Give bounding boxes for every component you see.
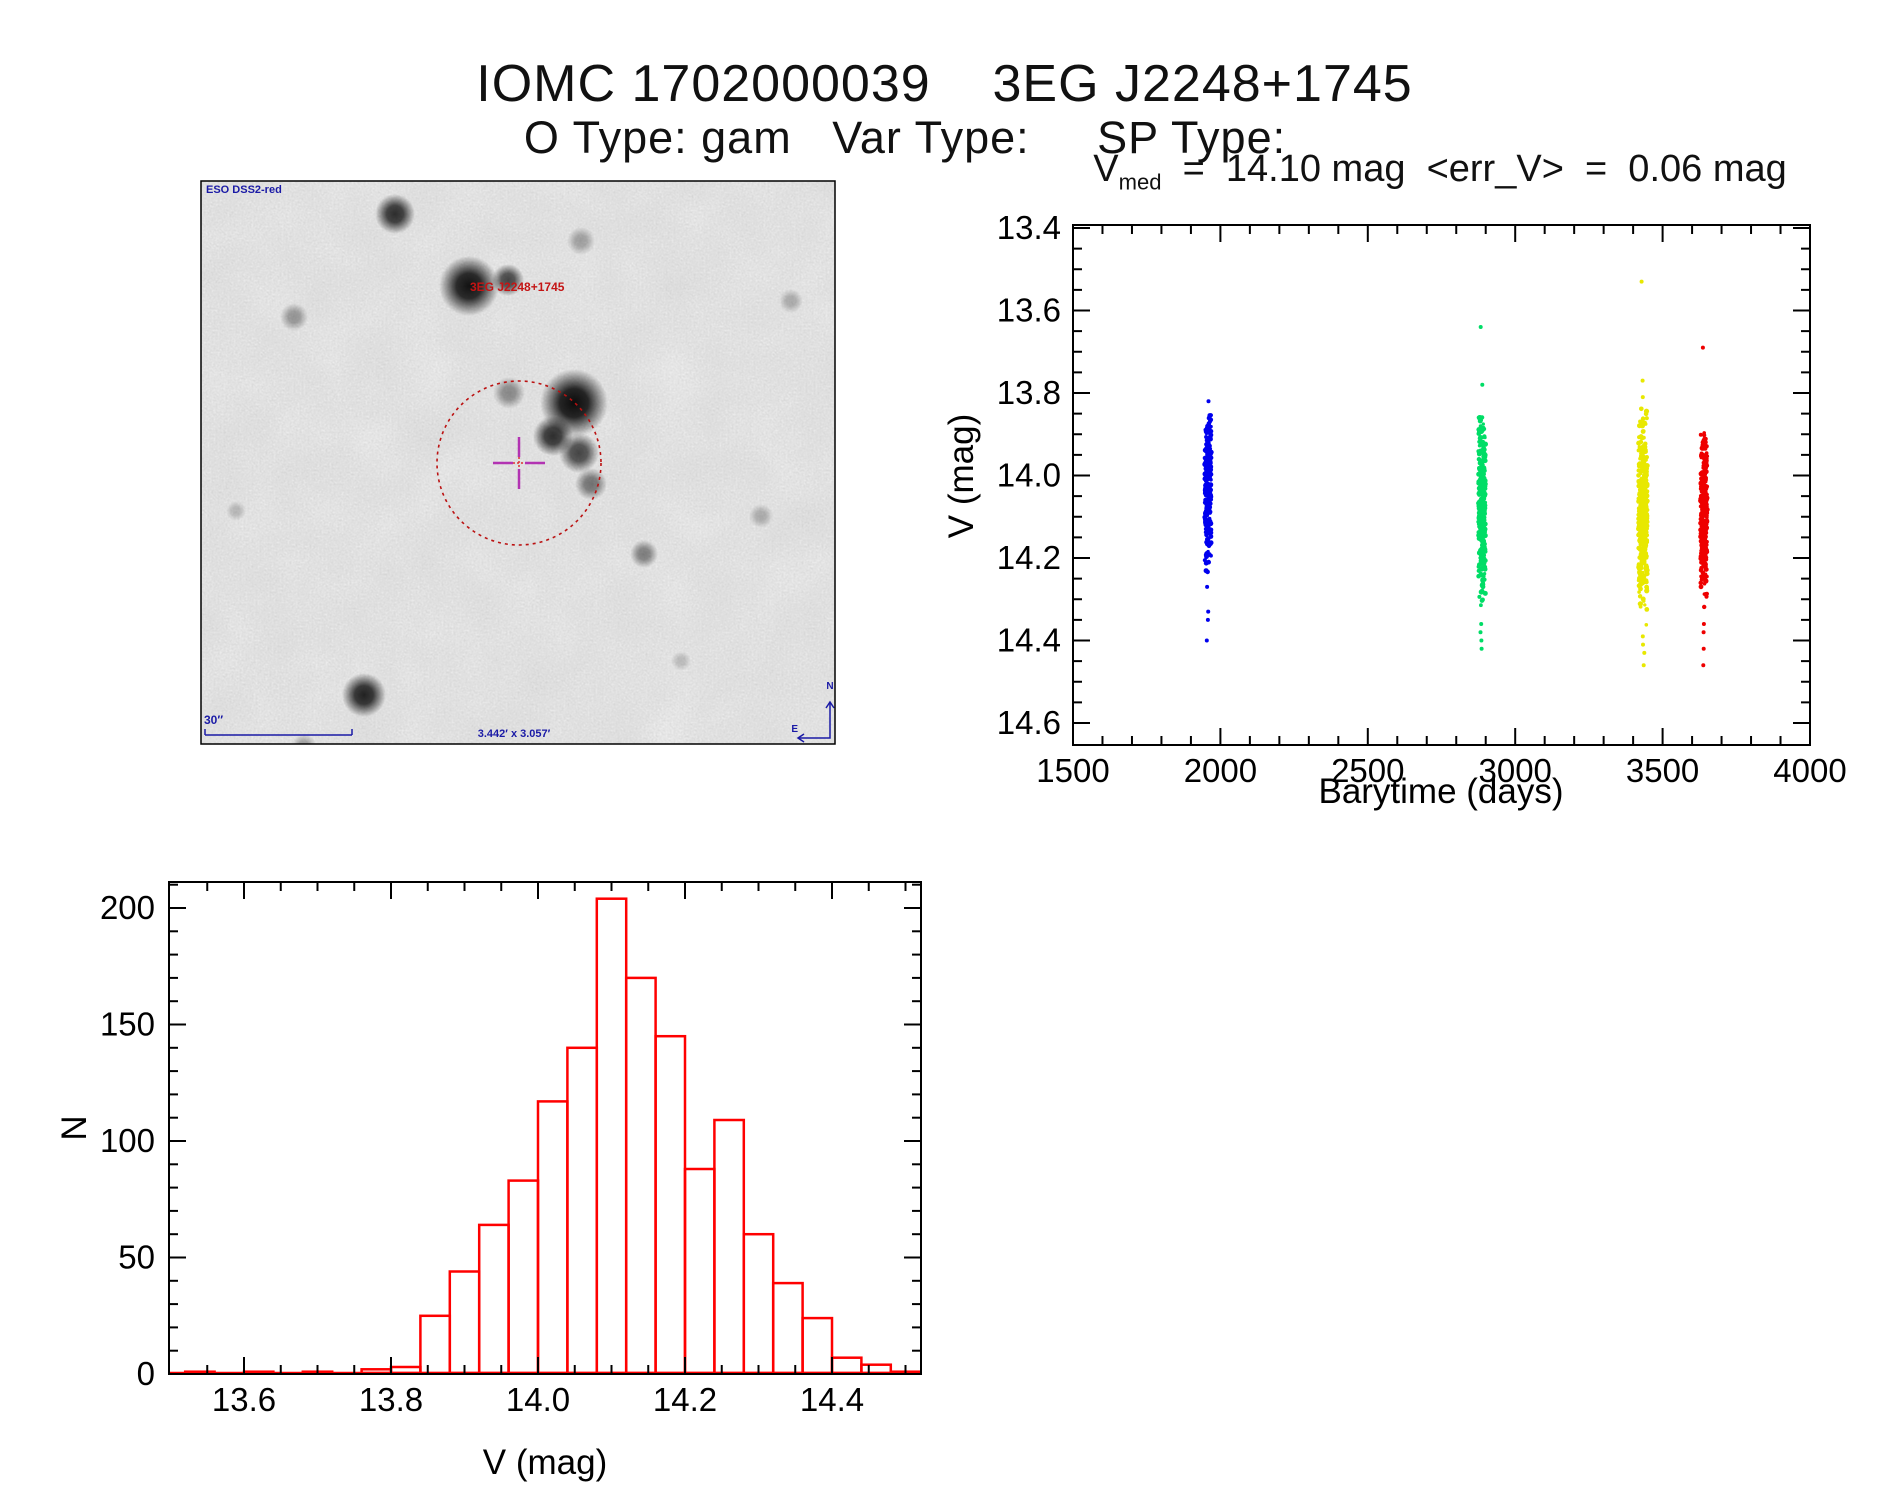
tick-label: 4000: [1773, 752, 1846, 789]
page-title: IOMC 1702000039 3EG J2248+1745: [476, 55, 1413, 113]
star: [671, 651, 691, 671]
tick-label: 13.6: [212, 1381, 276, 1418]
lightcurve-tick-labels: 1500 2000 2500 3000 3500 4000 13.4 13.6 13.8 14.0…: [997, 209, 1847, 789]
tick-label: 200: [100, 889, 155, 926]
star: [779, 289, 803, 313]
tick-label: 3000: [1478, 752, 1551, 789]
tick-label: 14.6: [997, 704, 1061, 741]
star: [493, 377, 525, 409]
source-center-mark: [513, 457, 525, 469]
histogram-bar: [654, 1034, 687, 1375]
y-axis-label-n: N: [55, 1115, 94, 1141]
star: [280, 303, 308, 331]
star: [439, 256, 499, 316]
tick-label: 150: [100, 1006, 155, 1043]
histogram-plot: 13.6 13.8 14.0 14.2 14.4 0 50 100 150 200: [100, 881, 922, 1418]
source-error-circle: [436, 380, 602, 546]
tick-label: 14.2: [653, 1381, 717, 1418]
compass-north-label: N: [826, 681, 834, 692]
star: [559, 433, 599, 473]
lightcurve-axes: [1072, 224, 1811, 746]
histogram-bar: [713, 1118, 746, 1375]
histogram-bar: [507, 1179, 540, 1375]
scale-bar: [204, 729, 353, 736]
vmed-value-text: = 14.10 mag <err_V> = 0.06 mag: [1161, 148, 1787, 190]
histogram-bar: [595, 897, 628, 1375]
star: [375, 194, 415, 234]
tick-label: 50: [118, 1239, 155, 1276]
histogram-bar: [801, 1316, 834, 1375]
histogram-bars: [169, 897, 922, 1375]
lightcurve-title: Vmed = 14.10 mag <err_V> = 0.06 mag: [1020, 148, 1860, 196]
sky-stars: [226, 194, 803, 744]
sky-survey-label: ESO DSS2-red: [206, 184, 282, 196]
scatter-points-epoch-4: [1698, 345, 1710, 668]
histogram-bar: [624, 976, 657, 1375]
star: [575, 468, 607, 500]
tick-label: 14.4: [800, 1381, 864, 1418]
star: [567, 227, 595, 255]
sky-scalebar-label: 30″: [204, 713, 224, 727]
histogram-bar: [477, 1223, 510, 1375]
tick-label: 13.6: [997, 292, 1061, 329]
tick-label: 14.2: [997, 539, 1061, 576]
histogram-bar: [389, 1365, 422, 1375]
sky-image-panel: [200, 180, 836, 745]
tick-label: 13.8: [997, 374, 1061, 411]
histogram-bar: [771, 1281, 804, 1375]
tick-label: 13.8: [359, 1381, 423, 1418]
tick-label: 13.4: [997, 209, 1061, 246]
histogram-bar: [183, 1370, 216, 1375]
star: [292, 734, 316, 744]
star: [342, 673, 386, 717]
sky-target-label: 3EG J2248+1745: [470, 280, 565, 294]
vmed-subscript: med: [1118, 169, 1162, 195]
lightcurve-plot: 1500 2000 2500 3000 3500 4000 13.4 13.6 13.8 14.0…: [997, 209, 1847, 789]
tick-label: 3500: [1626, 752, 1699, 789]
sky-border: [200, 180, 836, 745]
histogram-axes: [168, 881, 922, 1375]
y-axis-label-vmag: V (mag): [942, 413, 981, 539]
histogram-bar: [683, 1167, 716, 1375]
tick-label: 14.0: [506, 1381, 570, 1418]
page-subtitle: O Type: gam Var Type: SP Type:: [523, 112, 1287, 163]
histogram-bar: [419, 1314, 452, 1375]
x-axis-label-barytime: Barytime (days): [1318, 772, 1564, 811]
tick-label: 2500: [1331, 752, 1404, 789]
tick-label: 100: [100, 1122, 155, 1159]
histogram-tick-labels: 13.6 13.8 14.0 14.2 14.4 0 50 100 150 200: [100, 889, 864, 1418]
vmed-symbol: V: [1093, 148, 1119, 190]
compass-icon: [796, 700, 835, 743]
sky-field-size-label: 3.442′ x 3.057′: [477, 728, 551, 740]
histogram-bar: [566, 1046, 599, 1375]
histogram-bar: [742, 1232, 775, 1375]
scatter-points-epoch-3: [1636, 279, 1650, 668]
tick-label: 1500: [1036, 752, 1109, 789]
histogram-bar: [860, 1363, 893, 1375]
source-cross-marker: [493, 437, 545, 489]
histogram-bar: [242, 1370, 275, 1375]
star: [630, 540, 658, 568]
histogram-bar: [536, 1100, 569, 1375]
star: [226, 501, 246, 521]
star: [492, 264, 524, 296]
scatter-points-epoch-1: [1202, 399, 1214, 643]
tick-label: 14.0: [997, 457, 1061, 494]
x-axis-label-vmag-hist: V (mag): [482, 1443, 608, 1482]
tick-label: 2000: [1184, 752, 1257, 789]
histogram-bar: [448, 1270, 481, 1375]
histogram-bar: [360, 1368, 393, 1375]
star: [749, 504, 773, 528]
scatter-points-epoch-2: [1476, 325, 1488, 651]
histogram-bar: [830, 1356, 863, 1375]
tick-label: 14.4: [997, 622, 1061, 659]
compass-east-label: E: [791, 724, 798, 735]
tick-label: 0: [137, 1355, 155, 1392]
